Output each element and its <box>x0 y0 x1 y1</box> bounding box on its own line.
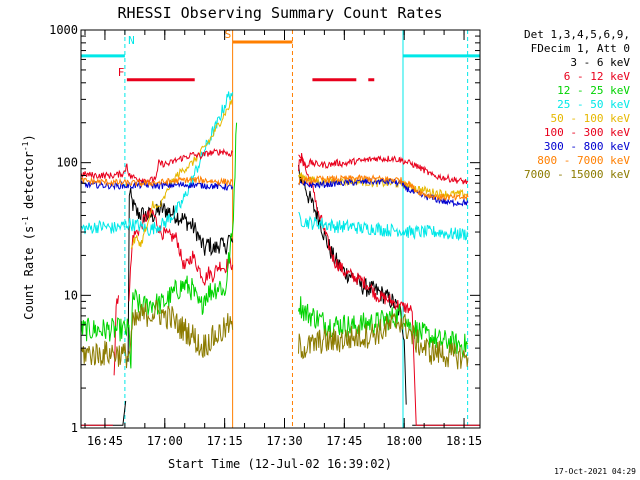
legend-entry-7: 300 - 800 keV <box>544 140 630 153</box>
series-2-line-3 <box>298 153 480 426</box>
series-7-line-0 <box>81 179 234 191</box>
series-8-line-0 <box>81 175 234 188</box>
legend: Det 1,3,4,5,6,9,FDecim 1, Att 03 - 6 keV… <box>524 28 630 181</box>
legend-entry-6: 100 - 300 keV <box>544 126 630 139</box>
legend-entry-5: 50 - 100 keV <box>551 112 631 125</box>
x-axis-label: Start Time (12-Jul-02 16:39:02) <box>168 457 392 471</box>
series-5-line-0 <box>130 99 233 249</box>
series-3 <box>81 122 469 369</box>
series-8 <box>81 174 469 202</box>
legend-header-1: FDecim 1, Att 0 <box>531 42 630 55</box>
legend-header-0: Det 1,3,4,5,6,9, <box>524 28 630 41</box>
series-4-line-0 <box>81 91 234 236</box>
x-axis: 16:45 17:00 17:15 17:30 17:45 18:00 18:15 <box>84 30 482 448</box>
series-6-line-1 <box>298 154 469 185</box>
series-9-line-1 <box>298 312 469 370</box>
series-6-line-0 <box>81 147 234 185</box>
chart-title: RHESSI Observing Summary Count Rates <box>117 4 442 22</box>
y-axis-label-sup2: -1 <box>21 141 30 151</box>
plot-border <box>80 29 481 429</box>
flag-label-F: F <box>118 66 125 79</box>
x-tick-label: 17:30 <box>266 434 302 448</box>
y-tick-label: 10 <box>64 288 78 302</box>
x-tick-label: 17:00 <box>147 434 183 448</box>
y-axis-label-suffix: ) <box>22 134 36 141</box>
legend-entry-9: 7000 - 15000 keV <box>524 168 630 181</box>
x-tick-label: 18:00 <box>386 434 422 448</box>
series-2-line-2 <box>128 207 234 302</box>
flag-label-N: N <box>128 34 135 47</box>
y-axis-label: Count Rate (s-1 detector-1) <box>21 134 36 319</box>
flag-label-S: S <box>225 28 232 41</box>
series-9 <box>81 300 469 370</box>
y-axis-label-prefix: Count Rate (s <box>22 226 36 320</box>
series-1-line-1 <box>127 187 234 362</box>
x-tick-label: 18:15 <box>446 434 482 448</box>
y-axis-label-middle: detector <box>22 151 36 216</box>
legend-entry-4: 25 - 50 keV <box>557 98 630 111</box>
plot-lines: N F S <box>81 28 480 428</box>
timestamp: 17-Oct-2021 04:29 <box>554 467 636 476</box>
legend-entry-2: 6 - 12 keV <box>564 70 631 83</box>
x-tick-label: 16:45 <box>87 434 123 448</box>
y-axis-label-sup1: -1 <box>21 216 30 226</box>
series-8-line-1 <box>298 174 469 202</box>
y-tick-label: 100 <box>56 156 78 170</box>
plot-frame <box>80 29 481 429</box>
legend-entry-3: 12 - 25 keV <box>557 84 630 97</box>
series-4 <box>81 91 469 242</box>
series-4-line-1 <box>298 211 469 242</box>
y-tick-label: 1 <box>71 421 78 435</box>
y-axis: 1 10 100 1000 <box>49 23 480 435</box>
series-1-line-2 <box>298 164 407 405</box>
series-3-line-0 <box>81 122 238 369</box>
x-tick-label: 17:15 <box>207 434 243 448</box>
series-6 <box>81 147 469 185</box>
legend-entry-8: 800 - 7000 keV <box>537 154 630 167</box>
y-tick-label: 1000 <box>49 23 78 37</box>
series-7-line-1 <box>298 178 469 208</box>
series-9-line-0 <box>81 300 234 369</box>
x-tick-label: 17:45 <box>326 434 362 448</box>
series-7 <box>81 178 469 208</box>
series-3-line-1 <box>298 296 469 359</box>
legend-entry-1: 3 - 6 keV <box>570 56 630 69</box>
